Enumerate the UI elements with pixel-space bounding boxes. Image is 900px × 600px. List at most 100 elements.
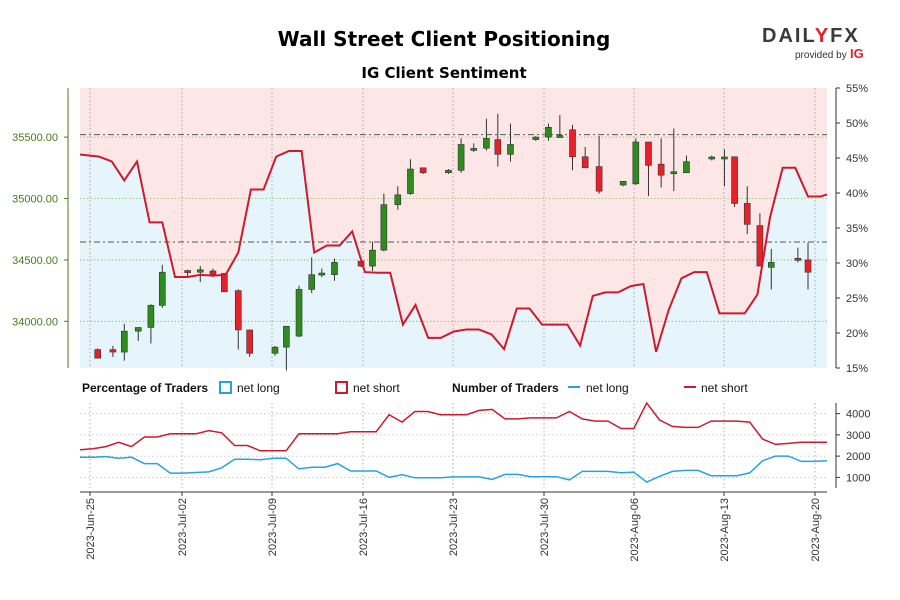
candle: [569, 124, 576, 171]
candle: [804, 242, 812, 290]
net-short-area: [80, 88, 827, 352]
legend: Percentage of Traders net long net short…: [82, 381, 748, 395]
candle: [619, 181, 627, 187]
candle-body: [331, 262, 338, 275]
candle-body: [109, 349, 117, 353]
candle-body: [196, 269, 204, 273]
price-tick-label: 34000.00: [12, 316, 58, 328]
candle-body: [457, 144, 465, 171]
date-tick-label: 2023-Jul-02: [177, 498, 189, 556]
candle: [331, 258, 338, 281]
candle: [394, 186, 402, 210]
candle-body: [308, 274, 315, 290]
candle: [470, 143, 478, 152]
candle-body: [595, 166, 603, 192]
date-axis: 2023-Jun-25 2023-Jul-02 2023-Jul-09 2023-Ju…: [80, 491, 827, 562]
legend-net-short-count-label: net short: [701, 381, 748, 395]
candle: [743, 186, 751, 235]
candle-body: [209, 270, 217, 275]
candle: [94, 348, 102, 359]
chart-title: Wall Street Client Positioning: [278, 27, 611, 51]
candle-body: [134, 327, 142, 332]
legend-net-long-label: net long: [237, 381, 280, 395]
candle-body: [121, 330, 128, 353]
legend-net-short-label: net short: [353, 381, 400, 395]
net-long-area: [80, 151, 827, 368]
candle-body: [532, 136, 540, 140]
count-tick-label: 1000: [846, 472, 870, 484]
candle-body: [94, 349, 102, 359]
candle: [158, 264, 166, 308]
legend-num-heading: Number of Traders: [452, 381, 559, 395]
candle: [109, 345, 117, 357]
date-tick-label: 2023-Jul-16: [358, 498, 370, 556]
candle: [708, 155, 716, 161]
candle: [445, 169, 452, 174]
candle: [670, 128, 678, 192]
candle-body: [756, 225, 764, 267]
candle-body: [147, 305, 155, 328]
chart-subtitle: IG Client Sentiment: [361, 64, 526, 82]
candle: [483, 118, 490, 151]
candle-body: [470, 148, 478, 151]
brand-text: DAILYFX: [762, 25, 860, 47]
candle: [234, 289, 242, 350]
ig-logo: IG: [850, 46, 864, 61]
candle: [369, 241, 376, 271]
date-tick-label: 2023-Jun-25: [85, 498, 97, 560]
legend-net-long-box: [219, 381, 232, 394]
candle: [308, 257, 315, 294]
candle: [494, 113, 502, 167]
candle-body: [670, 171, 678, 175]
date-tick-label: 2023-Jul-23: [448, 498, 460, 556]
candle: [318, 268, 326, 278]
candle-body: [645, 141, 652, 166]
candle-body: [246, 329, 253, 354]
candle: [556, 115, 564, 138]
percent-tick-label: 35%: [846, 223, 868, 235]
candle: [283, 325, 290, 371]
candle: [380, 193, 388, 252]
legend-pct-heading: Percentage of Traders: [82, 381, 208, 395]
price-tick-label: 35500.00: [12, 132, 58, 144]
brand-tagline: provided by: [795, 50, 847, 61]
date-tick-label: 2023-Aug-06: [629, 498, 641, 562]
candle-body: [569, 129, 576, 158]
main-gridlines: [80, 88, 827, 368]
candle: [147, 304, 155, 344]
candle: [657, 138, 665, 188]
candle-body: [721, 156, 728, 160]
candle-body: [683, 161, 690, 174]
candle-body: [394, 194, 402, 205]
percentage-axis: 15% 20% 25% 30% 35% 40% 45% 50% 55%: [835, 83, 868, 375]
count-tick-label: 4000: [846, 409, 870, 421]
candle: [419, 167, 427, 174]
date-tick-label: 2023-Jul-09: [267, 498, 279, 556]
legend-net-short-box: [335, 381, 348, 394]
candle-body: [767, 262, 775, 268]
candle-body: [369, 249, 376, 267]
candle: [767, 248, 775, 290]
percent-tick-label: 50%: [846, 118, 868, 130]
date-tick-label: 2023-Aug-13: [719, 498, 731, 562]
net-short-count-line: [79, 401, 827, 452]
percent-tick-label: 45%: [846, 153, 868, 165]
price-sentiment-panel: 34000.00 34500.00 35000.00 35500.00 15% 20% 2…: [12, 83, 868, 375]
candle: [645, 141, 652, 197]
candle: [407, 159, 414, 195]
count-tick-label: 2000: [846, 451, 870, 463]
percent-tick-label: 15%: [846, 363, 868, 375]
candle: [721, 149, 728, 187]
candle-body: [708, 156, 716, 160]
percent-tick-label: 55%: [846, 83, 868, 95]
candle-body: [295, 289, 303, 337]
candle-body: [619, 181, 627, 186]
percent-tick-label: 40%: [846, 188, 868, 200]
candle: [246, 329, 253, 357]
candle-body: [419, 167, 427, 174]
candle: [221, 273, 228, 293]
candle: [794, 247, 802, 263]
candle-body: [731, 156, 738, 204]
